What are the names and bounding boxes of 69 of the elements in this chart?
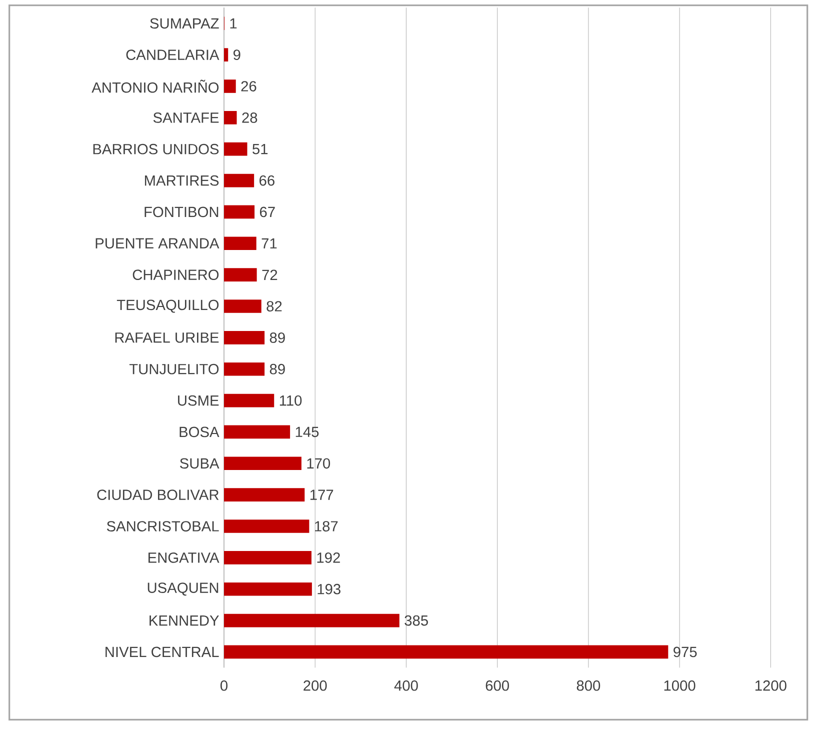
data-label: 71 bbox=[262, 238, 277, 248]
y-tick-label: SUMAPAZ bbox=[150, 18, 219, 29]
y-tick-label: TEUSAQUILLO bbox=[116, 300, 219, 313]
bar bbox=[224, 236, 256, 250]
y-tick-label: TUNJUELITO bbox=[129, 364, 219, 374]
bar bbox=[224, 205, 255, 219]
data-label: 28 bbox=[242, 112, 258, 123]
bar bbox=[224, 174, 254, 188]
y-tick-label: PUENTE ARANDA bbox=[96, 238, 220, 249]
data-label: 89 bbox=[270, 364, 285, 374]
y-tick-label: CIUDAD BOLIVAR bbox=[97, 490, 219, 500]
y-tick-label: BOSA bbox=[180, 426, 220, 438]
x-tick-label: 1200 bbox=[755, 680, 786, 691]
y-tick-label: SANTAFE bbox=[153, 112, 219, 123]
bar bbox=[224, 300, 262, 313]
data-label: 1 bbox=[230, 18, 237, 28]
data-label: 170 bbox=[307, 458, 330, 469]
data-label: 110 bbox=[280, 395, 302, 406]
x-tick-label: 800 bbox=[576, 680, 600, 691]
data-label: 177 bbox=[310, 490, 334, 500]
bar bbox=[224, 48, 228, 62]
bar bbox=[224, 80, 236, 93]
data-label: 26 bbox=[241, 81, 256, 92]
data-label: 187 bbox=[315, 521, 338, 532]
data-label: 89 bbox=[270, 332, 285, 343]
x-tick-label: 0 bbox=[220, 680, 228, 691]
bar bbox=[224, 425, 290, 439]
bar bbox=[224, 551, 312, 564]
y-tick-label: SUBA bbox=[180, 458, 220, 469]
bar bbox=[224, 362, 265, 376]
y-tick-label: BARRIOS UNIDOS bbox=[93, 144, 219, 154]
x-tick-label: 600 bbox=[486, 680, 509, 691]
y-tick-label: ANTONIO NARIÑO bbox=[92, 80, 219, 93]
bar bbox=[224, 582, 312, 596]
x-tick-label: 400 bbox=[394, 680, 418, 691]
bar bbox=[224, 394, 274, 408]
y-tick-label: USAQUEN bbox=[148, 582, 218, 596]
x-tick-label: 200 bbox=[304, 680, 327, 691]
bar bbox=[224, 488, 305, 502]
data-label: 193 bbox=[318, 584, 340, 594]
bar bbox=[224, 614, 400, 628]
data-label: 67 bbox=[260, 206, 275, 218]
data-label: 145 bbox=[296, 426, 319, 438]
y-tick-label: CANDELARIA bbox=[126, 50, 220, 60]
bar bbox=[224, 111, 237, 124]
bar bbox=[224, 645, 668, 659]
y-tick-label: KENNEDY bbox=[150, 616, 219, 626]
y-tick-label: USME bbox=[178, 395, 219, 406]
y-tick-label: ENGATIVA bbox=[148, 552, 220, 563]
bar bbox=[224, 456, 302, 470]
data-label: 72 bbox=[262, 270, 278, 280]
bar bbox=[224, 331, 265, 344]
y-tick-label: CHAPINERO bbox=[132, 270, 219, 280]
y-tick-label: NIVEL CENTRAL bbox=[106, 646, 219, 658]
y-tick-label: SANCRISTOBAL bbox=[106, 521, 219, 532]
data-label: 51 bbox=[252, 144, 268, 154]
y-tick-label: RAFAEL URIBE bbox=[115, 332, 219, 343]
data-label: 66 bbox=[260, 175, 274, 186]
data-label: 82 bbox=[266, 301, 282, 312]
bar bbox=[224, 142, 248, 156]
data-label: 975 bbox=[674, 646, 697, 658]
data-label: 192 bbox=[317, 552, 340, 563]
data-label: 385 bbox=[404, 615, 428, 626]
y-tick-label: FONTIBON bbox=[144, 206, 218, 218]
x-tick-label: 1000 bbox=[664, 680, 696, 691]
y-tick-label: MARTIRES bbox=[144, 175, 219, 186]
data-label: 9 bbox=[234, 50, 240, 60]
bar bbox=[224, 520, 310, 533]
bar bbox=[224, 268, 257, 282]
